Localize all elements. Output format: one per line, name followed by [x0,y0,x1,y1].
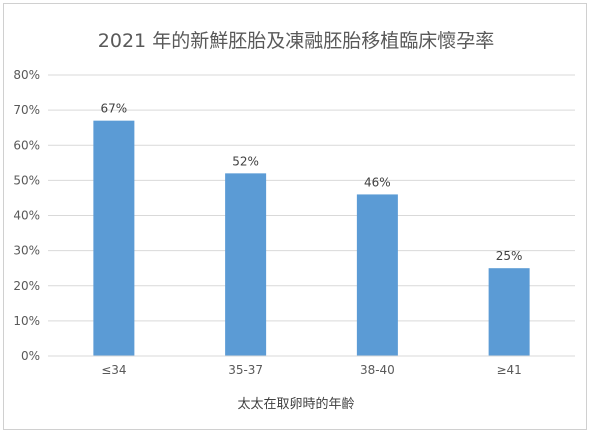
x-tick-label: 38-40 [360,363,395,377]
bar [356,194,398,356]
y-tick-label: 40% [13,209,40,223]
bar [93,120,135,356]
data-label: 67% [101,102,128,116]
x-axis-ticks: ≤34 35-37 38-40 ≥41 [101,363,522,377]
y-tick-label: 50% [13,173,40,187]
bars [93,120,530,356]
x-tick-label: ≥41 [496,363,521,377]
data-label: 46% [364,175,391,189]
y-tick-label: 60% [13,138,40,152]
data-label: 25% [496,249,523,263]
y-tick-label: 10% [13,314,40,328]
y-tick-label: 70% [13,103,40,117]
x-tick-label: 35-37 [228,363,263,377]
y-axis-ticks: 0% 10% 20% 30% 40% 50% 60% 70% 80% [13,68,40,363]
y-tick-label: 0% [21,349,40,363]
data-labels: 67% 52% 46% 25% [101,102,523,264]
x-axis-label: 太太在取卵時的年齡 [237,396,354,412]
y-tick-label: 80% [13,68,40,82]
chart-title: 2021 年的新鮮胚胎及凍融胚胎移植臨床懷孕率 [98,30,494,52]
data-label: 52% [232,154,259,168]
x-tick-label: ≤34 [101,363,126,377]
bar [488,268,530,356]
gridlines [48,74,575,322]
y-tick-label: 30% [13,244,40,258]
y-tick-label: 20% [13,279,40,293]
bar [225,173,267,356]
